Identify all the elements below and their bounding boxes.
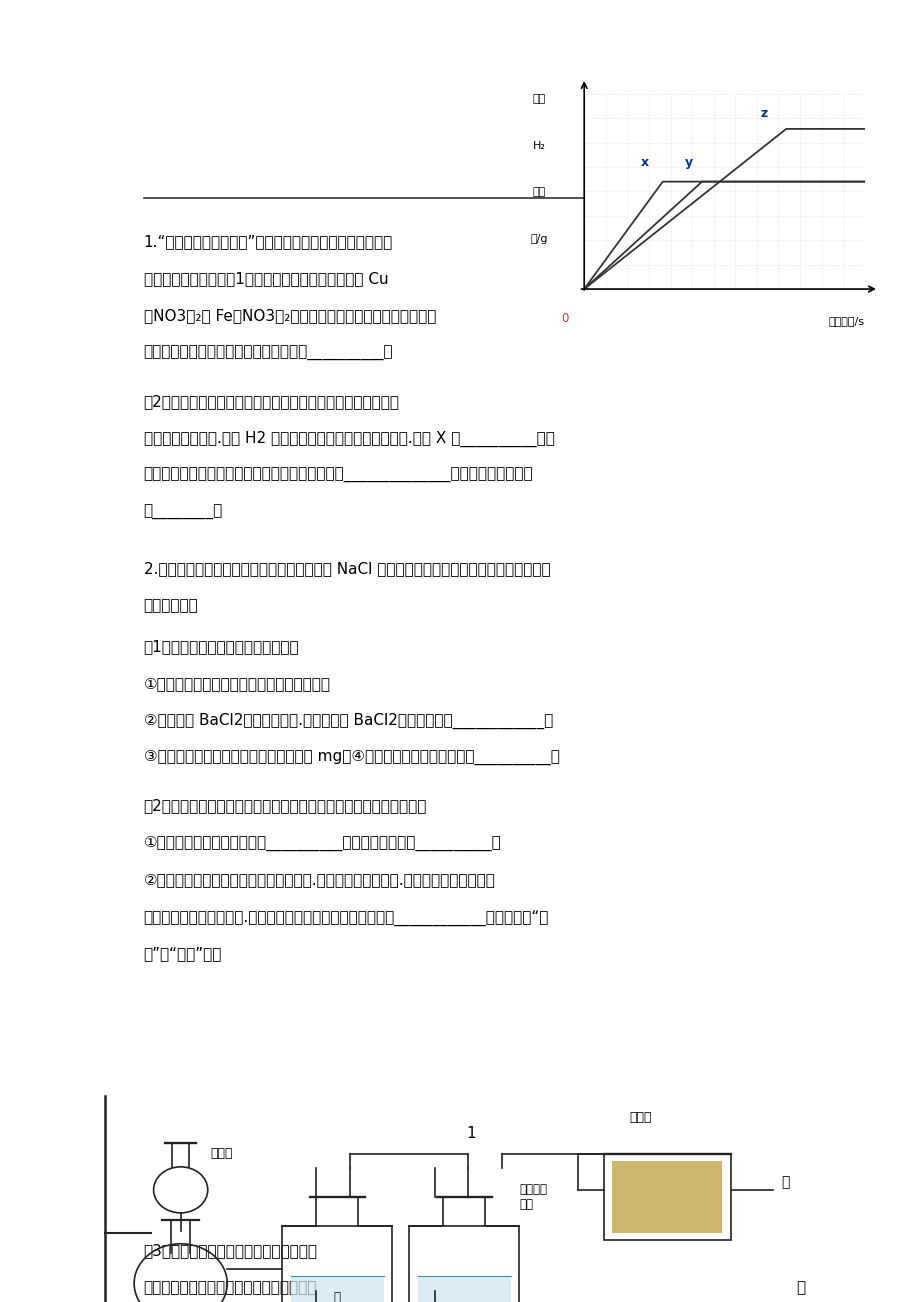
Text: 取取一定质量的样品放入烧杯中加水溢解：: 取取一定质量的样品放入烧杯中加水溢解： xyxy=(143,1281,316,1295)
Text: ②学习小组通过测量装置实验前后的质量.确定二氧化碳的质量.实验中滴加稀硫酸的速: ②学习小组通过测量装置实验前后的质量.确定二氧化碳的质量.实验中滴加稀硫酸的速 xyxy=(143,872,494,888)
Text: ①用托盘天平称取样品放入烧杯中加水溢解；: ①用托盘天平称取样品放入烧杯中加水溢解； xyxy=(143,676,330,691)
Bar xyxy=(603,1154,730,1241)
Text: z: z xyxy=(760,107,767,120)
Text: 的质: 的质 xyxy=(532,187,545,198)
Text: 样
品: 样 品 xyxy=(334,1292,340,1302)
Text: 2.某研究性学习小组设计了测定纯碱样品（含 NaCl 杂质）中碳酸钓质量分数的实验方案。请回: 2.某研究性学习小组设计了测定纯碱样品（含 NaCl 杂质）中碳酸钓质量分数的实… xyxy=(143,561,550,575)
Text: 生成: 生成 xyxy=(532,94,545,104)
Bar xyxy=(409,1225,518,1302)
Text: ②加入足量 BaCl2溶液充分反应.证明反应后 BaCl2剩余的方法是____________；: ②加入足量 BaCl2溶液充分反应.证明反应后 BaCl2剩余的方法是_____… xyxy=(143,713,552,729)
Text: （2）气体法。学习小组利用如图装置测定样品中碳酸钓的质量分数。: （2）气体法。学习小组利用如图装置测定样品中碳酸钓的质量分数。 xyxy=(143,798,426,814)
Text: 滤液中只含一种溶质，则滤渣中一定含有__________。: 滤液中只含一种溶质，则滤渣中一定含有__________。 xyxy=(143,346,392,361)
Text: 是________。: 是________。 xyxy=(143,505,222,521)
Bar xyxy=(290,1276,383,1302)
Bar xyxy=(612,1161,721,1233)
Text: 1.“鐵、锤、铜、镁、铝”是生活中常见的金属。请根据所学: 1.“鐵、锤、铜、镁、铝”是生活中常见的金属。请根据所学 xyxy=(143,234,392,250)
Text: ①实验装置丙中盛放的试剂为__________，装置丁的作用是__________。: ①实验装置丙中盛放的试剂为__________，装置丁的作用是_________… xyxy=(143,836,501,850)
Bar xyxy=(417,1276,510,1302)
Bar xyxy=(282,1225,391,1302)
Text: 化学式，下同），反应后可能已经反应完的金属是______________，一定有剩余的金属: 化学式，下同），反应后可能已经反应完的金属是______________，一定有… xyxy=(143,469,533,483)
Text: 度过快，产生的气流过急.会导致测得样品中碳酸钓的质量分数____________（填写偏高“偏: 度过快，产生的气流过急.会导致测得样品中碳酸钓的质量分数____________… xyxy=(143,910,549,926)
Text: （3）氪化钓法。请你完成下列实验方案：: （3）氪化钓法。请你完成下列实验方案： xyxy=(143,1243,317,1259)
Text: 氢氧化钓
溶液: 氢氧化钓 溶液 xyxy=(518,1182,547,1211)
Text: ③过滤、洗洤、干燥、称量沉淠的质量为 mg；④样品中碳酸钓的质量分数为__________。: ③过滤、洗洤、干燥、称量沉淠的质量为 mg；④样品中碳酸钓的质量分数为_____… xyxy=(143,750,559,766)
Text: 1: 1 xyxy=(466,1126,476,1141)
Text: （NO3）₂和 Fe（NO3）₂的混合溶液中，充分反应后过滤，若: （NO3）₂和 Fe（NO3）₂的混合溶液中，充分反应后过滤，若 xyxy=(143,309,436,324)
Text: H₂: H₂ xyxy=(532,141,545,151)
Text: 稀硫酸: 稀硫酸 xyxy=(210,1147,233,1160)
Text: ；: ； xyxy=(795,1281,804,1295)
Text: 低”或“不变”）。: 低”或“不变”）。 xyxy=(143,947,221,962)
Text: 丁: 丁 xyxy=(781,1176,789,1190)
Text: （1）碳酸根离子沉淠法。实验步骤：: （1）碳酸根离子沉淠法。实验步骤： xyxy=(143,639,299,654)
Text: 量/g: 量/g xyxy=(530,234,548,245)
Text: 数相等的稀盐酸中.生成 H2 的质量与反应时间的关系如图所示.金属 X 是__________（填: 数相等的稀盐酸中.生成 H2 的质量与反应时间的关系如图所示.金属 X 是___… xyxy=(143,431,554,448)
Text: x: x xyxy=(640,156,648,169)
Text: y: y xyxy=(685,156,693,169)
Text: 反应时间/s: 反应时间/s xyxy=(828,316,864,327)
Text: 答下列问题：: 答下列问题： xyxy=(143,598,199,613)
Text: 0: 0 xyxy=(561,312,568,326)
Text: （2）将等质量的镀、鐵、锤三种金属分别放入三份溶液质量分: （2）将等质量的镀、鐵、锤三种金属分别放入三份溶液质量分 xyxy=(143,395,399,409)
Text: 知识回答下列问题：（1）将一定质量的锤粒投入含有 Cu: 知识回答下列问题：（1）将一定质量的锤粒投入含有 Cu xyxy=(143,272,388,286)
Text: 硨石灰: 硨石灰 xyxy=(629,1111,651,1124)
